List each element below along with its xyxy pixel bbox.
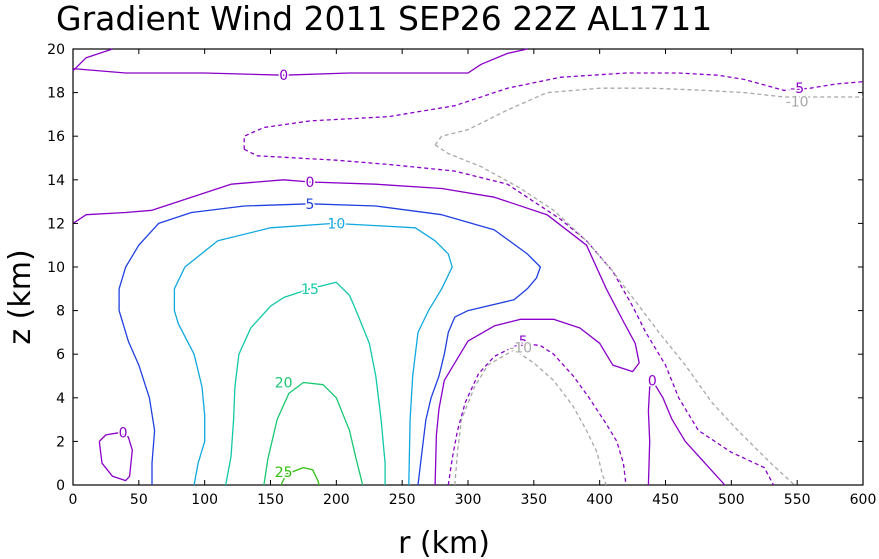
x-tick-label-150: 150 <box>257 492 284 508</box>
contour-label--10-13: -10 <box>509 341 532 357</box>
y-tick-label-16: 16 <box>47 129 65 145</box>
x-tick-label-200: 200 <box>323 492 350 508</box>
x-tick-label-350: 350 <box>520 492 547 508</box>
contour-label--5-11: -5 <box>790 81 804 97</box>
x-tick-label-0: 0 <box>69 492 78 508</box>
y-tick-label-10: 10 <box>47 260 65 276</box>
y-axis-label: z (km) <box>3 249 38 344</box>
contour-label--5-10: -5 <box>514 334 528 350</box>
contour-line-15-7 <box>225 281 386 486</box>
contour-label-10-6: 10 <box>327 216 345 232</box>
y-tick-label-6: 6 <box>56 347 65 363</box>
contour-line-0-3 <box>72 179 640 486</box>
x-axis-ticks: 0 50 100 150 200 250 300 350 400 450 500 550 600 <box>69 49 877 508</box>
contour-label-0-2: 0 <box>119 426 128 442</box>
y-tick-label-4: 4 <box>56 391 65 407</box>
y-tick-label-18: 18 <box>47 86 65 102</box>
contour-line--10-15 <box>434 144 795 486</box>
y-axis-ticks: 0 2 4 6 8 10 12 14 16 18 20 <box>47 42 863 494</box>
x-tick-label-500: 500 <box>718 492 745 508</box>
contour-line--10-13 <box>454 349 607 486</box>
x-tick-label-100: 100 <box>191 492 218 508</box>
contour-label-25-9: 25 <box>275 465 293 481</box>
contour-line--5-10 <box>447 342 627 486</box>
contour-line-5-5 <box>118 203 542 486</box>
contour-label-5-5: 5 <box>306 197 315 213</box>
contour-line-0-4 <box>647 384 726 486</box>
contour-line-10-6 <box>173 222 453 486</box>
x-tick-label-400: 400 <box>586 492 613 508</box>
contour-label-0-1: 0 <box>279 68 288 84</box>
y-tick-label-2: 2 <box>56 434 65 450</box>
y-tick-label-14: 14 <box>47 173 65 189</box>
plot-frame <box>72 48 864 486</box>
x-tick-label-550: 550 <box>784 492 811 508</box>
contour-line--10-14 <box>434 87 863 146</box>
contour-label--10-14: -10 <box>786 94 809 110</box>
x-tick-label-250: 250 <box>389 492 416 508</box>
y-tick-label-0: 0 <box>56 478 65 494</box>
contour-line--5-12 <box>243 148 775 486</box>
contour-label-20-8: 20 <box>275 376 293 392</box>
x-tick-label-50: 50 <box>130 492 148 508</box>
contour-line-20-8 <box>263 381 364 486</box>
contour-line-0-1 <box>72 48 528 76</box>
x-axis-label: r (km) <box>398 526 490 559</box>
y-tick-label-12: 12 <box>47 216 65 232</box>
contour-line-0-0 <box>72 48 113 72</box>
contour-label-0-3: 0 <box>306 175 315 191</box>
contour-label-0-4: 0 <box>648 373 657 389</box>
y-tick-label-20: 20 <box>47 42 65 58</box>
contour-line-0-2 <box>98 432 133 482</box>
x-tick-label-300: 300 <box>455 492 482 508</box>
contour-label-15-7: 15 <box>301 282 319 298</box>
contour-line-25-9 <box>280 466 320 486</box>
contour-line--5-11 <box>243 72 864 150</box>
x-tick-label-600: 600 <box>850 492 877 508</box>
chart-title: Gradient Wind 2011 SEP26 22Z AL1711 <box>56 0 712 38</box>
contour-lines <box>72 48 864 486</box>
x-tick-label-450: 450 <box>652 492 679 508</box>
y-tick-label-8: 8 <box>56 304 65 320</box>
